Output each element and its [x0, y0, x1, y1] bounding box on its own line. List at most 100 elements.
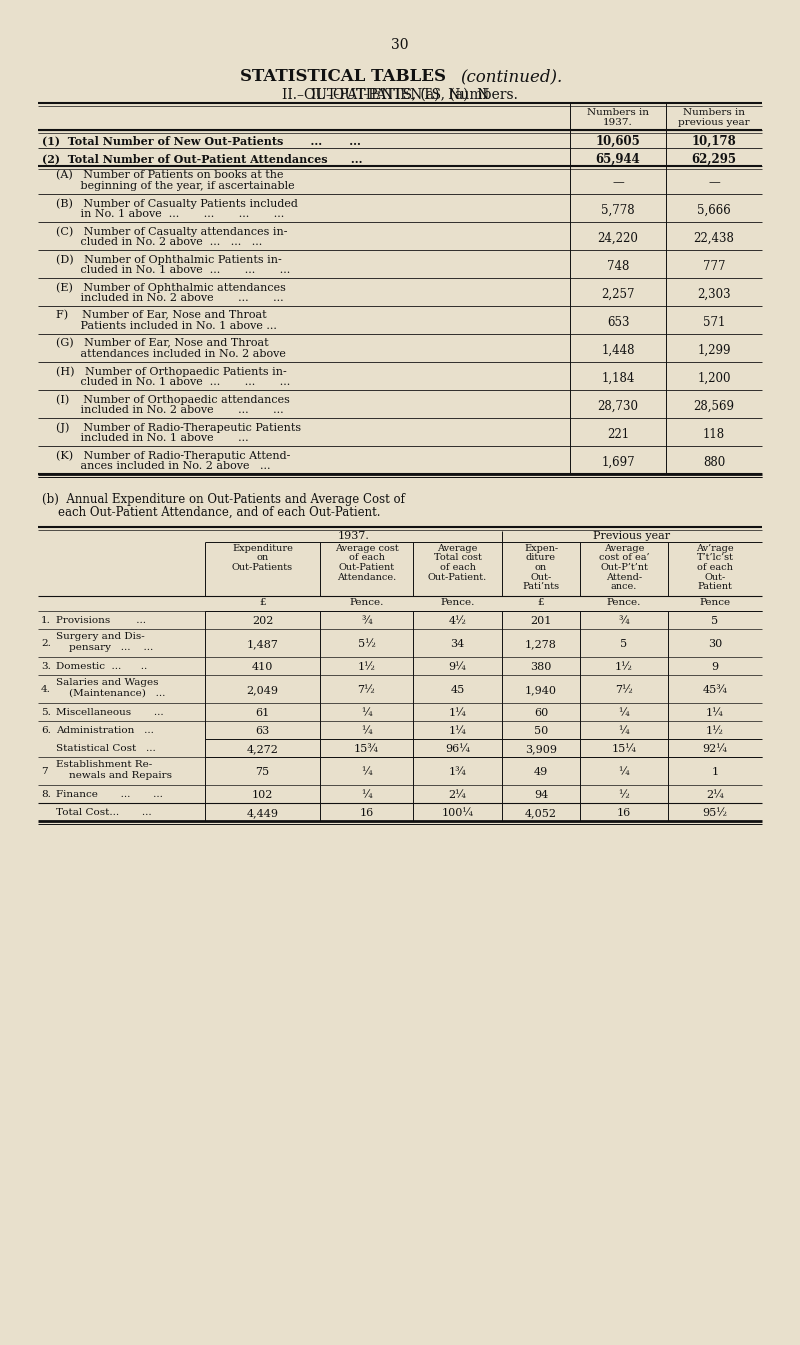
Text: 61: 61 — [255, 707, 270, 718]
Text: 1¼: 1¼ — [706, 707, 724, 718]
Text: 8.: 8. — [41, 790, 51, 799]
Text: 410: 410 — [252, 662, 273, 672]
Text: F)    Number of Ear, Nose and Throat: F) Number of Ear, Nose and Throat — [42, 309, 266, 320]
Text: 10,605: 10,605 — [596, 134, 640, 148]
Text: (1)  Total Number of New Out-Patients       ...       ...: (1) Total Number of New Out-Patients ...… — [42, 134, 361, 147]
Text: 63: 63 — [255, 726, 270, 736]
Text: 45: 45 — [450, 685, 465, 695]
Text: 28,730: 28,730 — [598, 399, 638, 413]
Text: 6.: 6. — [41, 726, 51, 734]
Text: ¼: ¼ — [618, 726, 630, 736]
Text: 3,909: 3,909 — [525, 744, 557, 755]
Text: 5½: 5½ — [358, 639, 375, 650]
Text: (2)  Total Number of Out-Patient Attendances      ...: (2) Total Number of Out-Patient Attendan… — [42, 153, 362, 164]
Text: 1.: 1. — [41, 616, 51, 625]
Text: 221: 221 — [607, 428, 629, 441]
Text: Average cost: Average cost — [334, 543, 398, 553]
Text: Patient: Patient — [698, 582, 733, 590]
Text: 571: 571 — [703, 316, 725, 330]
Text: ¾: ¾ — [361, 616, 372, 625]
Text: 1¾: 1¾ — [449, 767, 466, 777]
Text: 16: 16 — [359, 808, 374, 818]
Text: ance.: ance. — [611, 582, 637, 590]
Text: 1¼: 1¼ — [449, 707, 466, 718]
Text: 1937.: 1937. — [338, 531, 370, 541]
Text: £: £ — [259, 599, 266, 607]
Text: on: on — [535, 564, 547, 572]
Text: Expen-: Expen- — [524, 543, 558, 553]
Text: (A)   Number of Patients on books at the: (A) Number of Patients on books at the — [42, 169, 283, 180]
Text: (continued).: (continued). — [460, 69, 562, 85]
Text: (b)  Annual Expenditure on Out-Patients and Average Cost of: (b) Annual Expenditure on Out-Patients a… — [42, 494, 405, 506]
Text: Salaries and Wages: Salaries and Wages — [56, 678, 158, 687]
Text: ¾: ¾ — [618, 616, 630, 625]
Text: 1,200: 1,200 — [698, 373, 730, 385]
Text: Pence: Pence — [699, 599, 730, 607]
Text: STATISTICAL TABLES: STATISTICAL TABLES — [240, 69, 452, 85]
Text: 94: 94 — [534, 790, 548, 800]
Text: 1½: 1½ — [706, 726, 724, 736]
Text: II.–OUT-PATIENTS, (a)  N: II.–OUT-PATIENTS, (a) N — [311, 87, 489, 102]
Text: in No. 1 above  ...       ...       ...       ...: in No. 1 above ... ... ... ... — [42, 208, 284, 219]
Text: 34: 34 — [450, 639, 465, 650]
Text: Patients included in No. 1 above ...: Patients included in No. 1 above ... — [42, 321, 277, 331]
Text: Provisions        ...: Provisions ... — [56, 616, 146, 625]
Text: ances included in No. 2 above   ...: ances included in No. 2 above ... — [42, 461, 270, 471]
Text: Domestic  ...      ..: Domestic ... .. — [56, 662, 147, 671]
Text: on: on — [257, 554, 269, 562]
Text: 75: 75 — [255, 767, 270, 777]
Text: of each: of each — [439, 564, 475, 572]
Text: Av’rage: Av’rage — [696, 543, 734, 553]
Text: II.–OUT-PATIENTS, (a)  Numbers.: II.–OUT-PATIENTS, (a) Numbers. — [282, 87, 518, 102]
Text: 2.: 2. — [41, 639, 51, 648]
Text: Statistical Cost   ...: Statistical Cost ... — [56, 744, 156, 753]
Text: (D)   Number of Ophthalmic Patients in-: (D) Number of Ophthalmic Patients in- — [42, 254, 282, 265]
Text: T’t’lc’st: T’t’lc’st — [697, 554, 734, 562]
Text: 380: 380 — [530, 662, 552, 672]
Text: Out-: Out- — [530, 573, 552, 581]
Text: 95½: 95½ — [702, 808, 727, 818]
Text: 30: 30 — [708, 639, 722, 650]
Text: of each: of each — [697, 564, 733, 572]
Text: included in No. 2 above       ...       ...: included in No. 2 above ... ... — [42, 405, 284, 416]
Text: 9¼: 9¼ — [449, 662, 466, 672]
Text: 777: 777 — [702, 260, 726, 273]
Text: —: — — [708, 176, 720, 190]
Text: 28,569: 28,569 — [694, 399, 734, 413]
Text: 1½: 1½ — [358, 662, 375, 672]
Text: Expenditure: Expenditure — [232, 543, 293, 553]
Text: (G)   Number of Ear, Nose and Throat: (G) Number of Ear, Nose and Throat — [42, 338, 269, 348]
Text: Out-Patient: Out-Patient — [338, 564, 394, 572]
Text: Average: Average — [604, 543, 644, 553]
Text: 201: 201 — [530, 616, 552, 625]
Text: ¼: ¼ — [361, 790, 372, 800]
Text: 16: 16 — [617, 808, 631, 818]
Text: ½: ½ — [618, 790, 630, 800]
Text: Out-Patients: Out-Patients — [232, 564, 293, 572]
Text: ¼: ¼ — [618, 707, 630, 718]
Text: Previous year: Previous year — [594, 531, 670, 541]
Text: 2,049: 2,049 — [246, 685, 278, 695]
Text: Establishment Re-: Establishment Re- — [56, 760, 152, 769]
Text: 22,438: 22,438 — [694, 231, 734, 245]
Text: 5,778: 5,778 — [601, 204, 635, 217]
Text: 100¼: 100¼ — [442, 808, 474, 818]
Text: 5: 5 — [711, 616, 718, 625]
Text: 92¼: 92¼ — [702, 744, 727, 755]
Text: 4,449: 4,449 — [246, 808, 278, 818]
Text: 1,940: 1,940 — [525, 685, 557, 695]
Text: (E)   Number of Ophthalmic attendances: (E) Number of Ophthalmic attendances — [42, 282, 286, 293]
Text: Pence.: Pence. — [350, 599, 384, 607]
Text: 62,295: 62,295 — [691, 153, 737, 165]
Text: 4½: 4½ — [449, 616, 466, 625]
Text: Average: Average — [438, 543, 478, 553]
Text: Pence.: Pence. — [440, 599, 474, 607]
Text: 4,272: 4,272 — [246, 744, 278, 755]
Text: 96¼: 96¼ — [445, 744, 470, 755]
Text: Out-P’t’nt: Out-P’t’nt — [600, 564, 648, 572]
Text: 1: 1 — [711, 767, 718, 777]
Text: Out-: Out- — [704, 573, 726, 581]
Text: each Out-Patient Attendance, and of each Out-Patient.: each Out-Patient Attendance, and of each… — [58, 506, 381, 519]
Text: 1½: 1½ — [615, 662, 633, 672]
Text: 24,220: 24,220 — [598, 231, 638, 245]
